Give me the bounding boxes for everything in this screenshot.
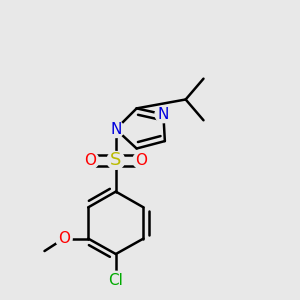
Circle shape xyxy=(82,152,99,169)
Circle shape xyxy=(106,271,125,290)
Circle shape xyxy=(107,121,124,137)
Text: O: O xyxy=(58,231,70,246)
Circle shape xyxy=(133,152,149,169)
Text: S: S xyxy=(110,152,122,169)
Text: O: O xyxy=(135,153,147,168)
Circle shape xyxy=(155,106,172,123)
Text: N: N xyxy=(110,122,122,137)
Text: O: O xyxy=(85,153,97,168)
Text: N: N xyxy=(158,107,169,122)
Circle shape xyxy=(56,230,72,247)
Text: Cl: Cl xyxy=(108,273,123,288)
Circle shape xyxy=(107,152,125,169)
